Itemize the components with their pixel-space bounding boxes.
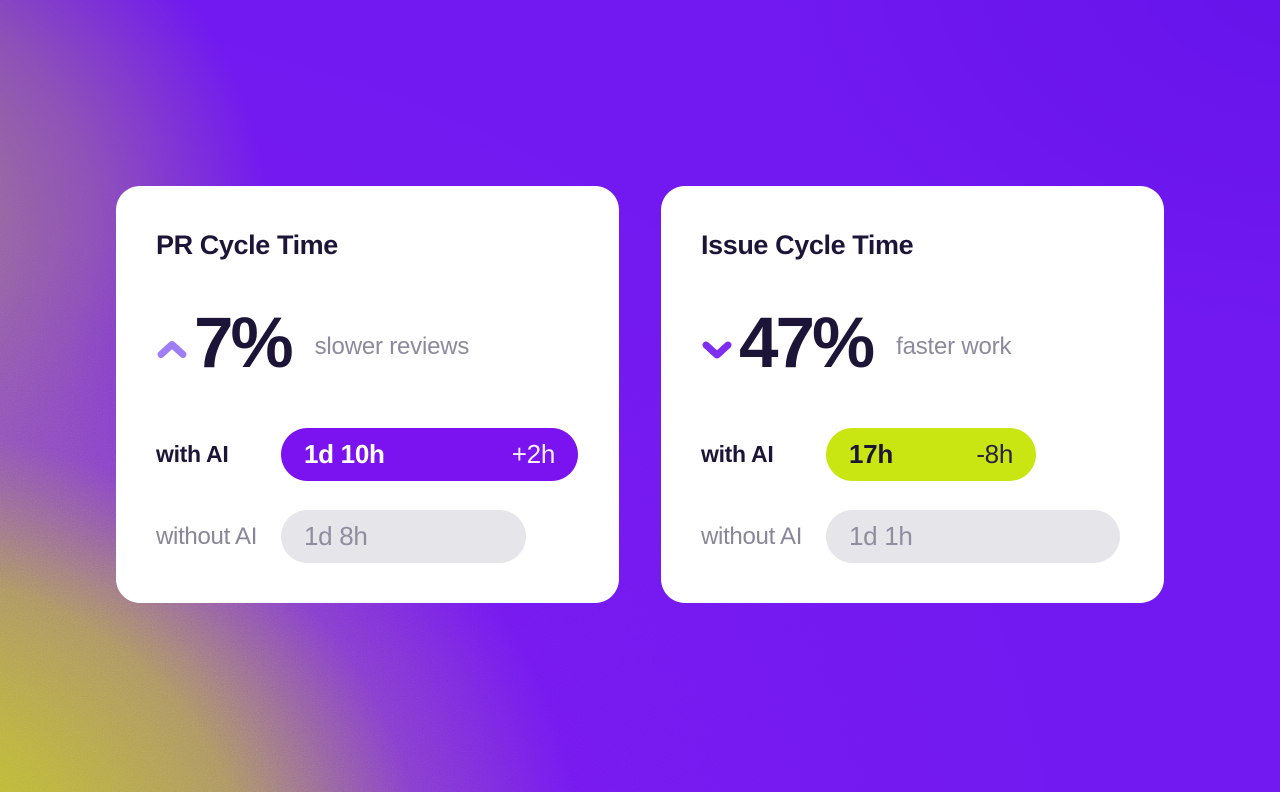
- percent-caption: faster work: [896, 332, 1012, 360]
- without-ai-value: 1d 1h: [849, 521, 913, 551]
- issue-cycle-time-card: Issue Cycle Time 47% faster work with AI…: [661, 186, 1164, 603]
- with-ai-row: with AI 1d 10h +2h: [156, 428, 578, 481]
- pr-cycle-time-card: PR Cycle Time 7% slower reviews with AI …: [116, 186, 619, 603]
- trend-up-icon: [157, 340, 187, 358]
- with-ai-value: 17h: [849, 439, 893, 469]
- without-ai-pill: 1d 8h: [281, 510, 526, 563]
- with-ai-row: with AI 17h -8h: [701, 428, 1036, 481]
- percent-value: 7%: [194, 303, 294, 383]
- with-ai-label: with AI: [156, 441, 229, 467]
- with-ai-pill: 1d 10h +2h: [281, 428, 578, 481]
- without-ai-pill: 1d 1h: [826, 510, 1120, 563]
- percent-caption: slower reviews: [314, 332, 470, 360]
- with-ai-label: with AI: [701, 441, 774, 467]
- with-ai-pill: 17h -8h: [826, 428, 1036, 481]
- with-ai-delta: -8h: [976, 439, 1013, 469]
- without-ai-value: 1d 8h: [304, 521, 368, 551]
- without-ai-label: without AI: [156, 522, 258, 550]
- trend-down-icon: [702, 341, 732, 358]
- without-ai-row: without AI 1d 1h: [701, 510, 1120, 563]
- with-ai-value: 1d 10h: [304, 439, 385, 469]
- percent-value: 47%: [739, 303, 875, 383]
- card-title: PR Cycle Time: [156, 230, 338, 260]
- stat-row: 7% slower reviews: [156, 304, 469, 382]
- without-ai-row: without AI 1d 8h: [156, 510, 526, 563]
- card-title: Issue Cycle Time: [701, 230, 914, 260]
- stat-row: 47% faster work: [701, 304, 1011, 382]
- with-ai-delta: +2h: [511, 439, 556, 469]
- without-ai-label: without AI: [701, 522, 803, 550]
